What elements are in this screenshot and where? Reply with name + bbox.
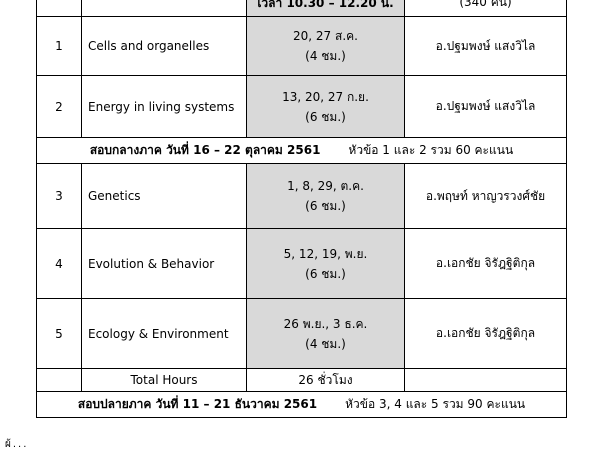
midterm-exam-note: หัวข้อ 1 และ 2 รวม 60 คะแนน: [348, 143, 514, 157]
row-topic: Genetics: [81, 163, 247, 229]
row-time-hours: (4 ชม.): [305, 49, 346, 63]
row-topic: Cells and organelles: [81, 16, 247, 76]
header-topic-cell: [81, 0, 247, 17]
midterm-exam-label: สอบกลางภาค วันที่ 16 – 22 ตุลาคม 2561: [89, 143, 321, 157]
total-hours-label: Total Hours: [81, 368, 247, 392]
row-number: 1: [36, 16, 82, 76]
row-time: 26 พ.ย., 3 ธ.ค. (4 ชม.): [246, 298, 405, 369]
row-time-dates: 5, 12, 19, พ.ย.: [283, 246, 368, 261]
row-teacher: อ.เอกชัย จิรัฎฐิติกุล: [404, 298, 567, 369]
row-time: 5, 12, 19, พ.ย. (6 ชม.): [246, 228, 405, 299]
row-number: 4: [36, 228, 82, 299]
row-topic: Energy in living systems: [81, 75, 247, 138]
row-teacher: อ.พฤษท์ หาญวรวงศ์ชัย: [404, 163, 567, 229]
row-time-dates: 1, 8, 29, ต.ค.: [287, 179, 364, 193]
header-count-cell: (340 คน): [404, 0, 567, 17]
total-hours-row: Total Hours 26 ชั่วโมง: [36, 368, 567, 392]
row-time-dates: 20, 27 ส.ค.: [293, 29, 358, 43]
row-number: 2: [36, 75, 82, 138]
final-exam-label: สอบปลายภาค วันที่ 11 – 21 ธันวาคม 2561: [77, 397, 318, 411]
row-topic: Evolution & Behavior: [81, 228, 247, 299]
header-time-label: เวลา 10.30 – 12.20 น.: [257, 0, 394, 10]
row-time-hours: (4 ชม.): [305, 336, 346, 351]
final-exam-cell: สอบปลายภาค วันที่ 11 – 21 ธันวาคม 2561 หั…: [36, 391, 567, 418]
row-teacher: อ.ปฐมพงษ์ แสงวิไล: [404, 75, 567, 138]
total-hours-value: 26 ชั่วโมง: [246, 368, 405, 392]
row-time-dates: 13, 20, 27 ก.ย.: [282, 89, 369, 104]
row-time-dates: 26 พ.ย., 3 ธ.ค.: [283, 316, 368, 331]
row-number: 3: [36, 163, 82, 229]
midterm-exam-row: สอบกลางภาค วันที่ 16 – 22 ตุลาคม 2561 หัว…: [36, 137, 567, 164]
row-teacher: อ.เอกชัย จิรัฎฐิติกุล: [404, 228, 567, 299]
row-time: 1, 8, 29, ต.ค. (6 ชม.): [246, 163, 405, 229]
table-row: 1 Cells and organelles 20, 27 ส.ค. (4 ชม…: [36, 16, 567, 76]
header-no-cell: [36, 0, 82, 17]
final-exam-row: สอบปลายภาค วันที่ 11 – 21 ธันวาคม 2561 หั…: [36, 391, 567, 418]
total-blank-cell: [404, 368, 567, 392]
row-time-hours: (6 ชม.): [305, 199, 346, 213]
row-topic: Ecology & Environment: [81, 298, 247, 369]
row-time: 13, 20, 27 ก.ย. (6 ชม.): [246, 75, 405, 138]
row-time-hours: (6 ชม.): [305, 109, 346, 124]
row-number: 5: [36, 298, 82, 369]
table-row: 2 Energy in living systems 13, 20, 27 ก.…: [36, 75, 567, 138]
row-teacher: อ.ปฐมพงษ์ แสงวิไล: [404, 16, 567, 76]
row-time-hours: (6 ชม.): [305, 266, 346, 281]
final-exam-note: หัวข้อ 3, 4 และ 5 รวม 90 คะแนน: [345, 397, 526, 411]
header-count-label: (340 คน): [459, 0, 512, 9]
table-row: 5 Ecology & Environment 26 พ.ย., 3 ธ.ค. …: [36, 298, 567, 369]
header-time-cell: เวลา 10.30 – 12.20 น.: [246, 0, 405, 17]
table-row: 3 Genetics 1, 8, 29, ต.ค. (6 ชม.) อ.พฤษท…: [36, 163, 567, 229]
total-blank-cell: [36, 368, 82, 392]
row-time: 20, 27 ส.ค. (4 ชม.): [246, 16, 405, 76]
header-row: เวลา 10.30 – 12.20 น. (340 คน): [36, 0, 567, 17]
midterm-exam-cell: สอบกลางภาค วันที่ 16 – 22 ตุลาคม 2561 หัว…: [36, 137, 567, 164]
course-schedule-table: เวลา 10.30 – 12.20 น. (340 คน) 1 Cells a…: [36, 0, 567, 418]
table-row: 4 Evolution & Behavior 5, 12, 19, พ.ย. (…: [36, 228, 567, 299]
